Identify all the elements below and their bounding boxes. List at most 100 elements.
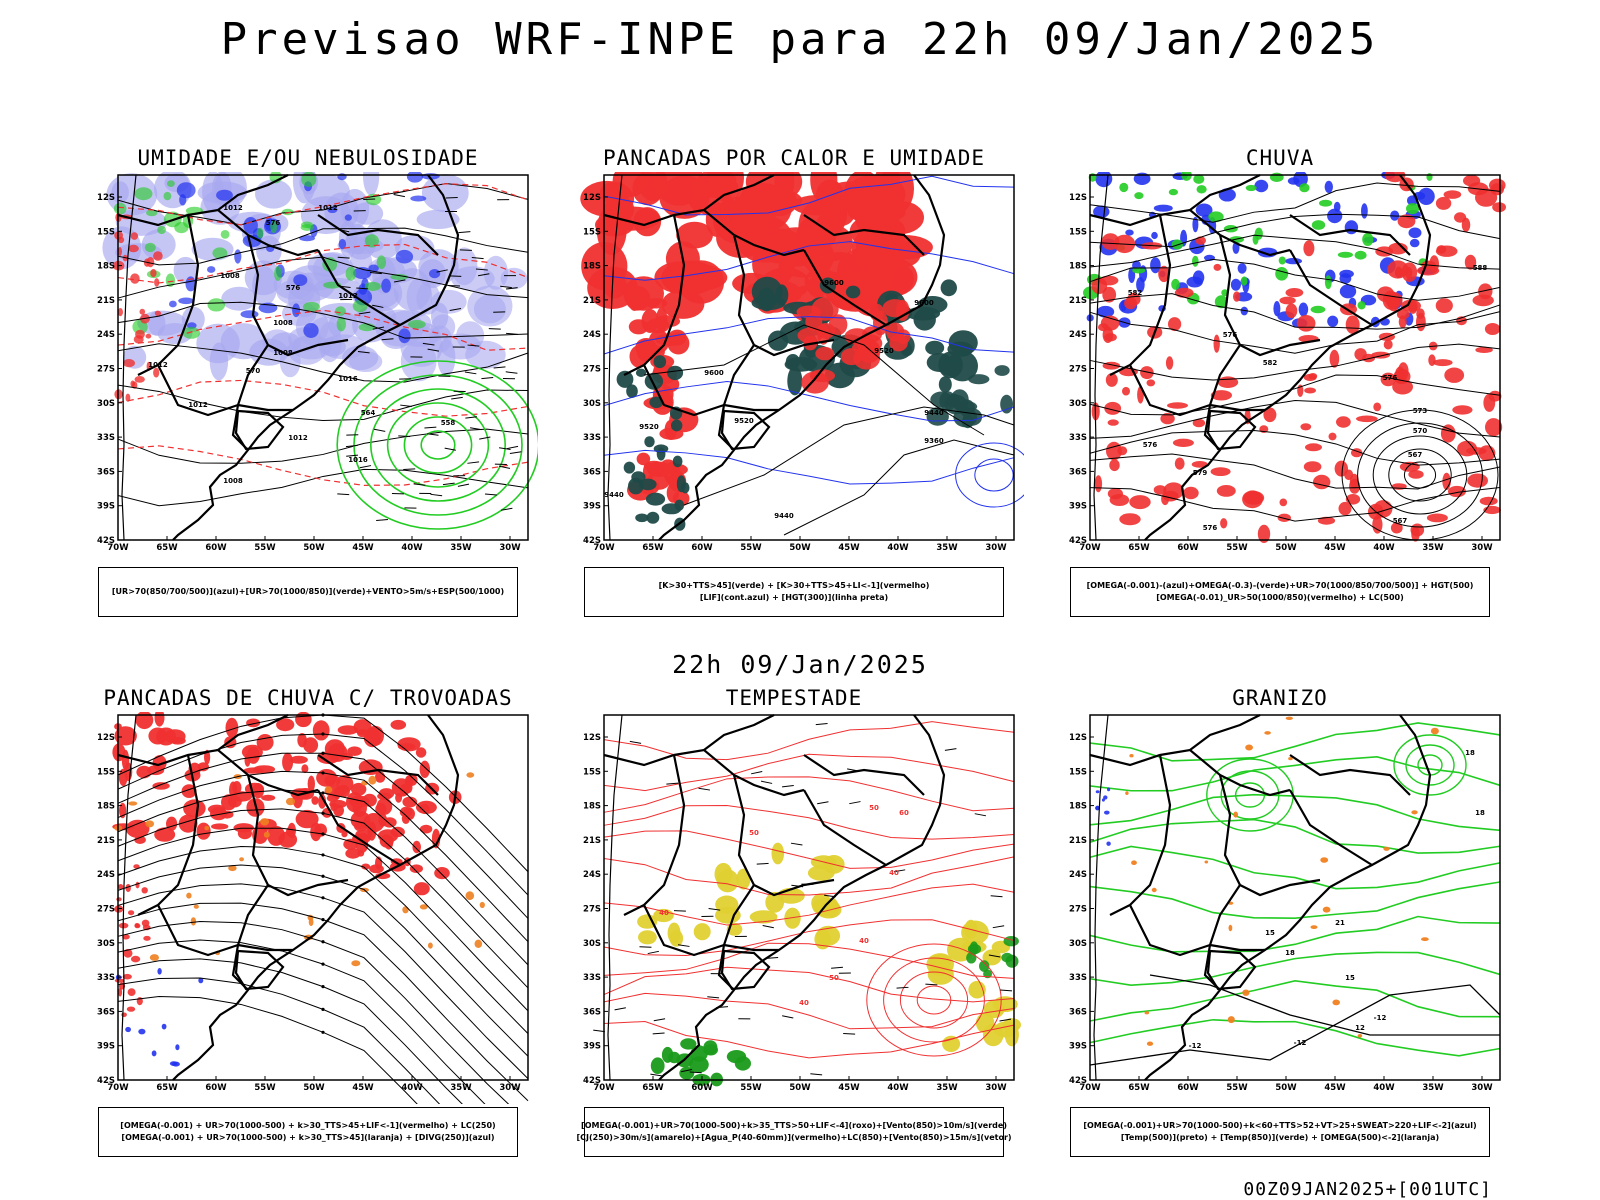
storm-area-red — [121, 1012, 127, 1018]
storm-area-red — [395, 792, 403, 803]
lon-tick-label: 45W — [838, 1083, 860, 1093]
omega-area-green — [1171, 278, 1180, 290]
wind-vector — [708, 908, 721, 911]
border-line — [603, 208, 805, 257]
instability-area-teal — [757, 287, 776, 312]
rain-area-red — [1383, 339, 1393, 350]
contour-label: 1008 — [273, 319, 293, 327]
rain-area-red — [1216, 485, 1236, 497]
instability-area-teal — [667, 365, 684, 381]
storm-area-red — [278, 831, 298, 848]
temp850-spot — [1095, 712, 1103, 723]
rain-area-red — [1490, 183, 1504, 196]
lon-tick-label: 45W — [1324, 543, 1346, 553]
hgt500-low — [1403, 461, 1437, 489]
border-line — [623, 214, 686, 376]
storm-area-red — [347, 746, 362, 756]
moisture-lower-area — [134, 187, 153, 201]
lc850-loop — [883, 957, 985, 1043]
storm-area-red — [378, 788, 395, 799]
wind-vector — [345, 444, 358, 448]
jet-area-yellow — [667, 922, 681, 944]
storm-area-red — [301, 764, 309, 774]
panel-legend: [K>30+TTS>45](verde) + [K>30+TTS>45+LI<-… — [584, 567, 1004, 617]
contour-label: 15 — [1345, 974, 1355, 982]
rain-area-red — [1122, 386, 1130, 396]
storm-area-red — [419, 824, 433, 834]
omega-area-green — [1310, 305, 1326, 314]
storm-area-red — [276, 718, 295, 732]
storm-area-orange — [149, 954, 159, 961]
temp850-contour — [1089, 951, 1501, 986]
border-line — [1289, 754, 1411, 796]
storm-area-red — [135, 881, 140, 889]
moisture-core — [338, 238, 347, 250]
storm-area-red — [282, 752, 294, 772]
wind-vector — [479, 436, 491, 440]
wind-vector — [393, 190, 406, 194]
omega-area-blue — [1240, 306, 1248, 316]
panel-umidade: UMIDADE E/OU NEBULOSIDADE 12S 15S 18S 21S 24… — [78, 146, 538, 636]
instability-area-teal — [845, 285, 861, 299]
temp850-spot — [1101, 835, 1115, 843]
wind-vector — [751, 771, 763, 775]
jet-area-yellow — [771, 842, 785, 865]
storm-area-red — [399, 783, 409, 796]
lon-tick-label: 70W — [593, 1083, 615, 1093]
border-line — [237, 403, 293, 412]
lat-tick-label: 12S — [1069, 733, 1087, 743]
rain-area-red — [1168, 317, 1182, 332]
storm-area-red — [118, 987, 123, 997]
temp850-spot — [1232, 748, 1244, 760]
lat-tick-label: 36S — [97, 467, 115, 477]
omega-area-green — [1240, 276, 1248, 286]
temp850-spot — [1193, 900, 1209, 907]
rain-area-red — [1416, 313, 1426, 332]
storm-area-orange — [474, 939, 483, 948]
lon-tick-label: 65W — [642, 543, 664, 553]
data-layer — [102, 172, 538, 540]
contour-label: 21 — [1335, 919, 1345, 927]
lat-tick-label: 27S — [1069, 365, 1087, 375]
rain-area-red — [1109, 459, 1120, 472]
thickness-contour — [153, 251, 163, 261]
pw-contour — [603, 721, 1015, 761]
moisture-lower-area — [274, 266, 282, 281]
moisture-core — [178, 297, 194, 305]
legend-line-1: [OMEGA(-0.001)+UR>70(1000-500)+k>35_TTS>… — [581, 1121, 1007, 1130]
lon-tick-label: 55W — [740, 543, 762, 553]
storm-area-red — [131, 955, 141, 963]
map-frame — [603, 714, 1015, 1081]
moisture-upper-area — [262, 329, 292, 354]
data-layer — [1089, 712, 1501, 1080]
border-line — [1189, 714, 1261, 751]
rain-area-red — [1305, 443, 1322, 452]
legend-line-1: [OMEGA(-0.001) + UR>70(1000-500) + k>30_… — [120, 1121, 496, 1130]
lifted-index-contour — [974, 458, 1014, 492]
storm-area-red — [210, 807, 228, 821]
rain-area-red — [1463, 174, 1481, 187]
storm-area-orange — [260, 818, 270, 826]
instability-area-teal — [635, 368, 647, 377]
instability-area-teal — [671, 419, 683, 432]
omega-area-green — [1196, 185, 1207, 194]
wind-vector — [372, 304, 384, 308]
moisture-lower-area — [301, 172, 317, 187]
rain-area-red — [1165, 356, 1174, 370]
rain-area-red — [1233, 291, 1241, 302]
thickness-contour — [117, 308, 123, 317]
lifted-index-contour — [603, 241, 1015, 281]
isobar-line — [117, 227, 529, 266]
hgt300-line — [783, 439, 1015, 536]
wind-vector — [493, 366, 506, 369]
contour-label: 564 — [361, 409, 376, 417]
omega-area-green — [1192, 255, 1199, 267]
temp850-spot — [1205, 886, 1213, 895]
moisture-core — [216, 189, 233, 201]
moisture-lower-area — [302, 301, 321, 312]
wind-vector — [831, 966, 843, 969]
hail-area — [1106, 841, 1111, 846]
storm-area-orange — [466, 772, 475, 778]
rain-area-red — [1443, 190, 1462, 199]
